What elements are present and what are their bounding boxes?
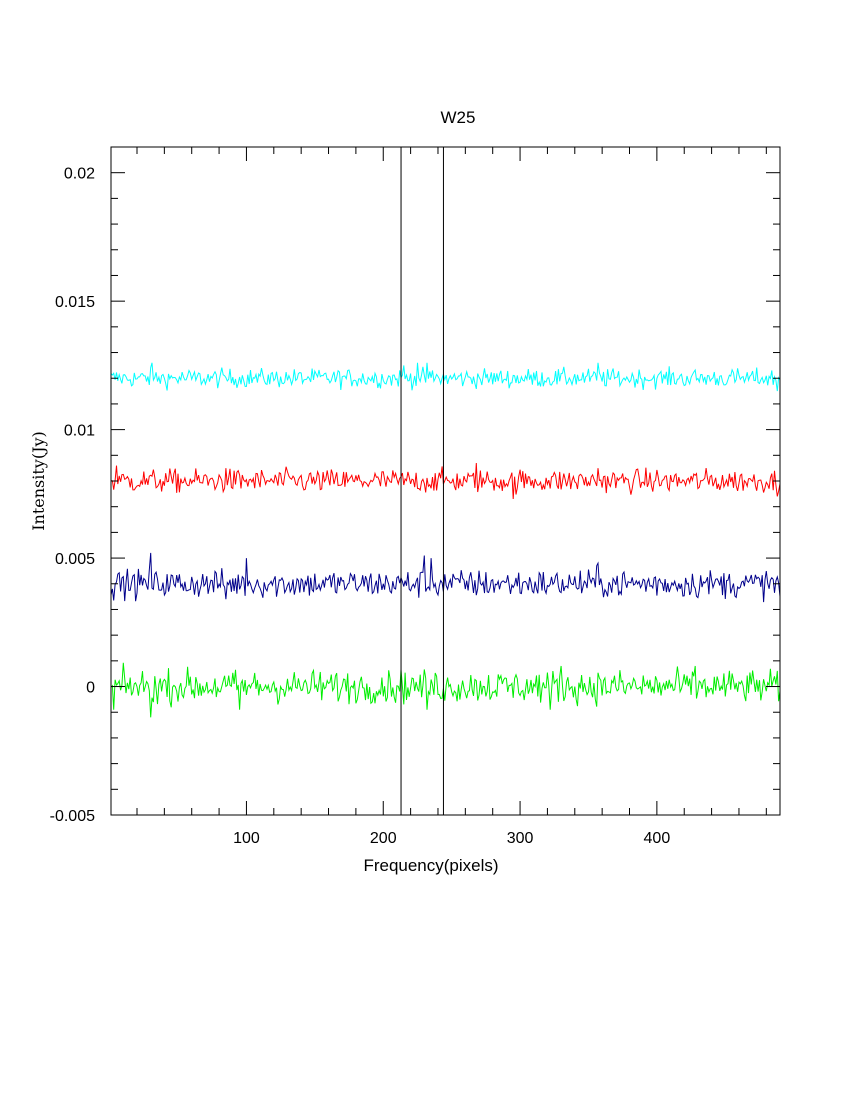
series-line-1 (110, 462, 781, 500)
x-tick-label: 100 (233, 830, 260, 847)
series-line-0 (110, 362, 781, 392)
chart-title: W25 (441, 108, 476, 127)
y-tick-label: 0.02 (64, 166, 95, 183)
series-line-3 (110, 662, 781, 718)
x-axis-label: Frequency(pixels) (363, 856, 498, 875)
y-axis-label: Intensity(Jy) (29, 431, 48, 531)
plot-content (110, 147, 781, 815)
x-tick-label: 200 (370, 830, 397, 847)
x-tick-label: 400 (644, 830, 671, 847)
y-tick-label: -0.005 (50, 808, 95, 825)
y-tick-label: 0.01 (64, 423, 95, 440)
y-tick-label: 0.005 (55, 551, 95, 568)
x-tick-label: 300 (507, 830, 534, 847)
series-line-2 (110, 552, 781, 603)
y-tick-label: 0 (86, 680, 95, 697)
y-tick-label: 0.015 (55, 294, 95, 311)
axis-ticks: -0.005 0 0.005 0.01 0.015 0.02 100 200 300 400 (50, 146, 780, 847)
